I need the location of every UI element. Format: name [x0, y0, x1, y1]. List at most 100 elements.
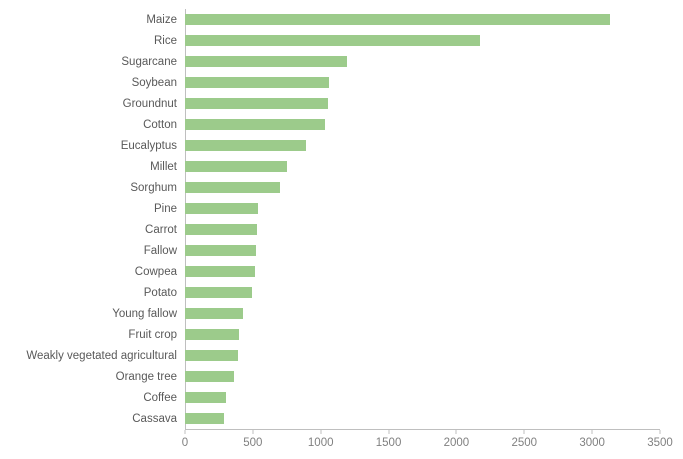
category-label: Orange tree	[115, 370, 177, 383]
bar	[185, 119, 325, 130]
bar-row: Cowpea	[0, 261, 660, 282]
category-label: Soybean	[131, 76, 177, 89]
x-tick	[659, 430, 661, 434]
category-label: Fruit crop	[128, 328, 177, 341]
bar-row: Pine	[0, 198, 660, 219]
bar	[185, 98, 328, 109]
category-label: Young fallow	[112, 307, 177, 320]
bar-area	[185, 282, 660, 303]
bar	[185, 161, 287, 172]
bar-area	[185, 114, 660, 135]
bar-row: Sugarcane	[0, 51, 660, 72]
x-tick-label: 2000	[443, 437, 470, 449]
category-label: Pine	[153, 202, 177, 215]
category-label: Cowpea	[134, 265, 177, 278]
bar-row: Carrot	[0, 219, 660, 240]
bar-area	[185, 9, 660, 30]
bar	[185, 203, 259, 214]
bar-row: Millet	[0, 156, 660, 177]
bar	[185, 245, 256, 256]
bar-row: Cotton	[0, 114, 660, 135]
bar	[185, 14, 610, 25]
x-tick-label: 3500	[647, 437, 673, 449]
bar	[185, 371, 234, 382]
x-tick-label: 1000	[307, 437, 334, 449]
bar-area	[185, 408, 660, 429]
bar-row: Potato	[0, 282, 660, 303]
bar-area	[185, 135, 660, 156]
x-tick-label: 0	[181, 437, 189, 449]
bar-area	[185, 72, 660, 93]
bar	[185, 77, 329, 88]
bar	[185, 140, 306, 151]
bar-row: Orange tree	[0, 366, 660, 387]
x-tick	[184, 430, 186, 434]
plot-area: Maize Rice Sugarcane Soybean Groundnut Cotton…	[0, 9, 683, 429]
bar-row: Sorghum	[0, 177, 660, 198]
bar-area	[185, 177, 660, 198]
x-tick	[252, 430, 254, 434]
bar-row: Fallow	[0, 240, 660, 261]
bar-row: Young fallow	[0, 303, 660, 324]
bar-area	[185, 93, 660, 114]
bar-area	[185, 198, 660, 219]
bar-row: Eucalyptus	[0, 135, 660, 156]
bar	[185, 350, 238, 361]
x-tick-label: 1500	[375, 437, 402, 449]
bar	[185, 329, 240, 340]
bar-area	[185, 30, 660, 51]
bar-row: Groundnut	[0, 93, 660, 114]
category-label: Fallow	[143, 244, 177, 257]
bar-area	[185, 324, 660, 345]
bar-row: Rice	[0, 30, 660, 51]
category-label: Carrot	[145, 223, 177, 236]
bar	[185, 287, 252, 298]
bar	[185, 224, 257, 235]
bar	[185, 56, 347, 67]
bar	[185, 308, 244, 319]
category-label: Potato	[143, 286, 177, 299]
bar-area	[185, 219, 660, 240]
bar-area	[185, 51, 660, 72]
bar	[185, 182, 280, 193]
bar-area	[185, 261, 660, 282]
category-label: Eucalyptus	[120, 139, 177, 152]
bar-area	[185, 387, 660, 408]
x-axis: 0 500 1000 1500 2000 2500 3000 3500	[181, 429, 673, 456]
category-label: Cassava	[132, 412, 177, 425]
category-label: Groundnut	[122, 97, 177, 110]
bar-row: Coffee	[0, 387, 660, 408]
bar	[185, 392, 226, 403]
bar-area	[185, 156, 660, 177]
bar-area	[185, 345, 660, 366]
category-label: Sorghum	[130, 181, 177, 194]
bar-row: Cassava	[0, 408, 660, 429]
bar-area	[185, 240, 660, 261]
x-tick	[455, 430, 457, 434]
category-label: Sugarcane	[121, 55, 177, 68]
x-tick	[388, 430, 390, 434]
bar-row: Maize	[0, 9, 660, 30]
x-tick	[523, 430, 525, 434]
category-label: Rice	[153, 34, 177, 47]
bar	[185, 35, 480, 46]
x-tick-label: 500	[243, 437, 263, 449]
bar	[185, 266, 255, 277]
x-tick-label: 2500	[511, 437, 538, 449]
x-tick	[320, 430, 322, 434]
category-label: Cotton	[143, 118, 177, 131]
category-label: Millet	[150, 160, 177, 173]
bar-area	[185, 303, 660, 324]
category-label: Maize	[146, 13, 177, 26]
bar-area	[185, 366, 660, 387]
x-tick-label: 3000	[579, 437, 605, 449]
bar-row: Soybean	[0, 72, 660, 93]
bar	[185, 413, 225, 424]
bar-row: Weakly vegetated agricultural	[0, 345, 660, 366]
x-tick	[591, 430, 593, 434]
category-label: Weakly vegetated agricultural	[26, 349, 177, 362]
category-label: Coffee	[143, 391, 177, 404]
bar-row: Fruit crop	[0, 324, 660, 345]
y-axis-line	[185, 9, 186, 429]
